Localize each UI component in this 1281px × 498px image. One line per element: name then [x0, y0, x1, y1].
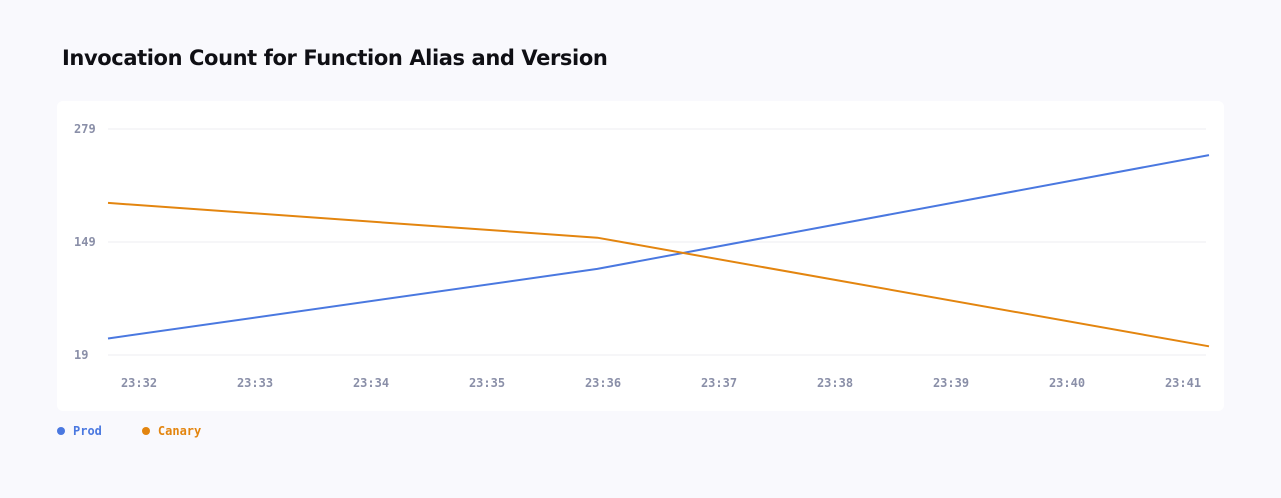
series-line-canary — [107, 201, 1210, 348]
legend-dot-icon — [141, 427, 150, 435]
x-tick-label: 23:34 — [353, 376, 389, 390]
chart-legend: Prod Canary — [57, 424, 241, 438]
x-tick-label: 23:40 — [1049, 376, 1085, 390]
x-tick-label: 23:36 — [585, 376, 621, 390]
x-tick-label: 23:41 — [1165, 376, 1201, 390]
legend-label: Prod — [73, 424, 102, 438]
y-tick-label: 149 — [74, 235, 96, 249]
legend-item-prod[interactable]: Prod — [57, 424, 102, 438]
x-tick-label: 23:37 — [701, 376, 737, 390]
y-tick-label: 279 — [74, 122, 96, 136]
series-lines — [107, 154, 1210, 348]
x-tick-label: 23:35 — [469, 376, 505, 390]
x-tick-label: 23:33 — [237, 376, 273, 390]
legend-label: Canary — [157, 424, 202, 438]
y-axis-ticks: 19 149 279 — [74, 122, 96, 362]
legend-dot-icon — [57, 427, 65, 435]
chart-card — [57, 101, 1224, 411]
grid-lines — [108, 128, 1206, 356]
x-axis-ticks: 23:32 23:33 23:34 23:35 23:36 23:37 23:38 23:39… — [121, 376, 1201, 390]
x-tick-label: 23:32 — [121, 376, 157, 390]
legend-item-canary[interactable]: Canary — [141, 424, 202, 438]
x-tick-label: 23:38 — [817, 376, 853, 390]
x-tick-label: 23:39 — [933, 376, 969, 390]
chart-title: Invocation Count for Function Alias and … — [62, 46, 608, 70]
series-line-prod — [107, 154, 1210, 340]
y-tick-label: 19 — [74, 348, 88, 362]
